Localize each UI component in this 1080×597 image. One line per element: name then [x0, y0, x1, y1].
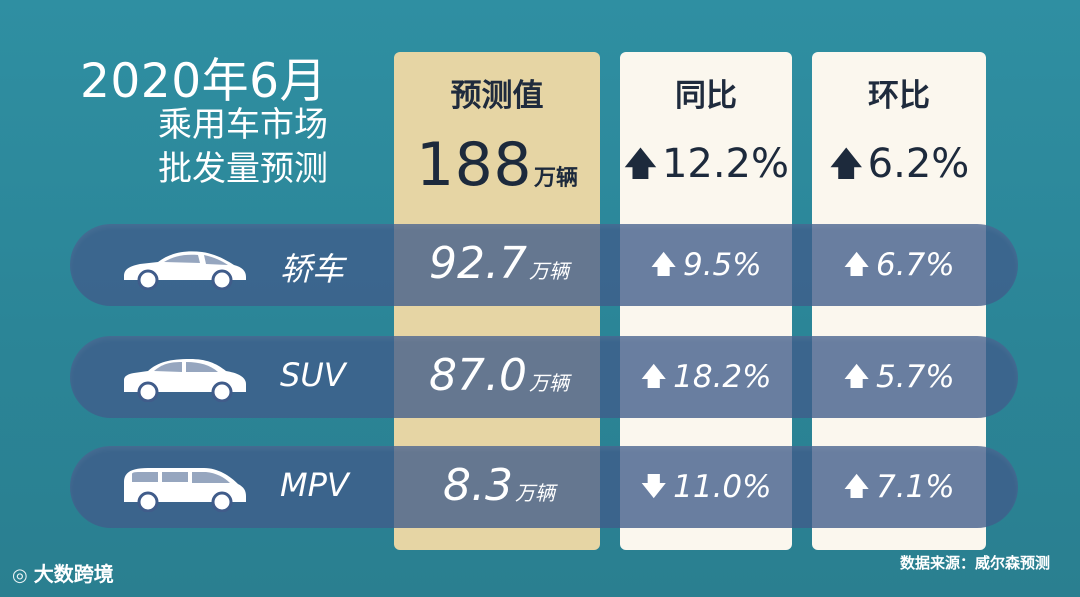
data-source: 数据来源：威尔森预测 [899, 554, 1050, 572]
forecast-total: 188万辆 [394, 130, 600, 200]
row-forecast-value: 8.3 [443, 460, 513, 511]
row-mpv: MPV 8.3 万辆 🡇 11.0% 🡅 7.1% [70, 446, 1018, 528]
brand-logo: ◎ 大数跨境 [12, 558, 114, 587]
arrow-down-icon: 🡇 [640, 472, 668, 502]
yoy-total: 🡅 12.2% [620, 140, 792, 197]
yoy-total-value: 12.2% [661, 141, 790, 187]
row-yoy-value: 9.5% [682, 247, 762, 283]
row-label: MPV [280, 466, 349, 504]
forecast-header: 预测值 [450, 78, 544, 114]
row-mom: 🡅 5.7% [812, 358, 986, 402]
row-forecast-unit: 万辆 [514, 481, 555, 505]
arrow-up-icon: 🡅 [828, 144, 864, 184]
row-mom-value: 5.7% [875, 359, 955, 395]
row-forecast: 92.7 万辆 [396, 238, 602, 289]
row-yoy: 🡅 18.2% [620, 358, 792, 402]
row-forecast: 87.0 万辆 [396, 350, 602, 401]
arrow-up-icon: 🡅 [622, 144, 658, 184]
arrow-up-icon: 🡅 [843, 472, 870, 502]
arrow-up-icon: 🡅 [843, 362, 870, 392]
arrow-up-icon: 🡅 [843, 250, 870, 280]
row-yoy: 🡅 9.5% [620, 246, 792, 290]
suv-icon [124, 359, 246, 402]
brand-mark-icon: ◎ [12, 565, 28, 586]
arrow-up-icon: 🡅 [650, 250, 677, 280]
row-yoy-value: 11.0% [673, 469, 772, 505]
row-mom-value: 6.7% [875, 247, 955, 283]
row-yoy-value: 18.2% [673, 359, 772, 395]
row-mom-value: 7.1% [875, 469, 955, 505]
row-mom: 🡅 7.1% [812, 468, 986, 512]
headline-market: 乘用车市场 [158, 105, 328, 145]
row-sedan: 轿车 92.7 万辆 🡅 9.5% 🡅 6.7% [70, 224, 1018, 306]
row-suv: SUV 87.0 万辆 🡅 18.2% 🡅 5.7% [70, 336, 1018, 418]
row-mom: 🡅 6.7% [812, 246, 986, 290]
mom-total-value: 6.2% [867, 141, 970, 187]
headline-topic: 批发量预测 [158, 149, 328, 189]
row-forecast-unit: 万辆 [528, 371, 569, 395]
forecast-total-unit: 万辆 [534, 166, 579, 191]
row-label: SUV [280, 356, 346, 394]
mom-total: 🡅 6.2% [812, 140, 986, 197]
row-forecast: 8.3 万辆 [396, 460, 602, 511]
forecast-total-value: 188 [415, 130, 532, 200]
sedan-icon [124, 251, 246, 290]
row-yoy: 🡇 11.0% [620, 468, 792, 512]
row-forecast-value: 92.7 [429, 238, 527, 289]
arrow-up-icon: 🡅 [640, 362, 668, 392]
headline-date: 2020年6月 [80, 54, 328, 109]
yoy-header: 同比 [675, 78, 737, 114]
mom-header: 环比 [868, 78, 930, 114]
row-forecast-value: 87.0 [429, 350, 527, 401]
headline: 2020年6月 乘用车市场 批发量预测 [80, 42, 328, 189]
row-forecast-unit: 万辆 [528, 259, 569, 283]
mpv-icon [124, 468, 246, 512]
brand-name: 大数跨境 [33, 562, 114, 586]
row-label: 轿车 [280, 250, 345, 288]
